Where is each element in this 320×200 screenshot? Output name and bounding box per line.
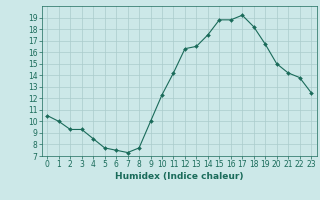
X-axis label: Humidex (Indice chaleur): Humidex (Indice chaleur): [115, 172, 244, 181]
